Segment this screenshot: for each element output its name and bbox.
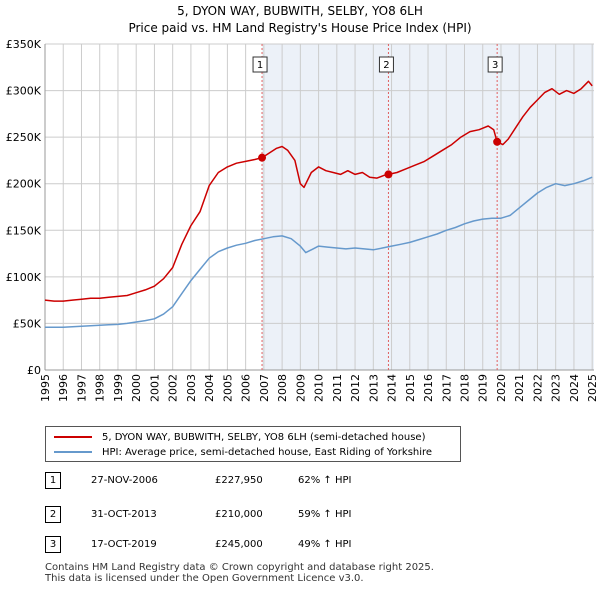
x-tick-label: 2007 <box>258 374 271 402</box>
x-tick-label: 2019 <box>477 374 490 402</box>
sale-date: 17-OCT-2019 <box>91 539 157 550</box>
y-tick-label: £350K <box>6 38 42 51</box>
ownership-shade <box>388 44 498 370</box>
x-tick-label: 2023 <box>550 374 563 402</box>
sale-marker-label: 2 <box>383 60 389 71</box>
sale-point <box>384 170 393 179</box>
x-tick-label: 1999 <box>112 374 125 402</box>
sale-marker-label: 1 <box>257 60 263 71</box>
sale-date: 27-NOV-2006 <box>91 475 158 486</box>
x-tick-label: 2005 <box>221 374 234 402</box>
x-tick-label: 2020 <box>495 374 508 402</box>
x-tick-label: 2000 <box>130 374 143 402</box>
x-tick-label: 2025 <box>586 374 599 402</box>
x-tick-label: 2002 <box>167 374 180 402</box>
x-tick-label: 2001 <box>148 374 161 402</box>
y-tick-label: £300K <box>6 85 42 98</box>
y-tick-label: £200K <box>6 178 42 191</box>
sale-hpi-change: 49% ↑ HPI <box>298 539 352 550</box>
sale-number: 2 <box>45 506 61 523</box>
y-tick-label: £50K <box>13 317 42 330</box>
sale-marker-box <box>252 56 268 73</box>
x-tick-label: 2011 <box>331 374 344 402</box>
x-tick-label: 1997 <box>75 374 88 402</box>
legend-item-property: 5, DYON WAY, BUBWITH, SELBY, YO8 6LH (se… <box>54 430 425 444</box>
y-tick-label: £250K <box>6 131 42 144</box>
chart-legend: 5, DYON WAY, BUBWITH, SELBY, YO8 6LH (se… <box>45 426 461 462</box>
ownership-shade <box>497 44 594 370</box>
x-tick-label: 2017 <box>440 374 453 402</box>
x-tick-label: 2024 <box>568 374 581 402</box>
sale-hpi-change: 62% ↑ HPI <box>298 475 352 486</box>
legend-label-property: 5, DYON WAY, BUBWITH, SELBY, YO8 6LH (se… <box>102 431 426 443</box>
sale-number: 3 <box>45 536 61 553</box>
chart-title: 5, DYON WAY, BUBWITH, SELBY, YO8 6LH <box>177 4 423 18</box>
property-price-line <box>44 80 593 302</box>
ownership-shade <box>262 44 389 370</box>
legend-item-hpi: HPI: Average price, semi-detached house,… <box>54 445 432 459</box>
x-tick-label: 2014 <box>386 374 399 402</box>
y-tick-label: £150K <box>6 224 42 237</box>
x-tick-label: 2008 <box>276 374 289 402</box>
hpi-line <box>45 176 593 328</box>
sale-point <box>493 137 502 146</box>
price-chart: £0 £50K £100K £150K £200K £250K £300K £350K 1995… <box>6 38 599 402</box>
sale-row: 1 27-NOV-2006 £227,950 62% ↑ HPI <box>45 472 465 490</box>
x-tick-label: 2018 <box>459 374 472 402</box>
sale-marker-box <box>378 56 394 73</box>
sale-price: £210,000 <box>215 509 263 520</box>
footer-copyright: Contains HM Land Registry data © Crown c… <box>45 562 434 573</box>
x-tick-label: 2006 <box>240 374 253 402</box>
x-tick-label: 2004 <box>203 374 216 402</box>
legend-line-hpi <box>54 451 92 453</box>
y-tick-label: £100K <box>6 271 42 284</box>
sale-row: 2 31-OCT-2013 £210,000 59% ↑ HPI <box>45 506 465 524</box>
x-tick-label: 2010 <box>313 374 326 402</box>
x-tick-label: 2012 <box>349 374 362 402</box>
sale-price: £245,000 <box>215 539 263 550</box>
legend-label-hpi: HPI: Average price, semi-detached house,… <box>102 446 433 458</box>
chart-subtitle: Price paid vs. HM Land Registry's House … <box>128 21 472 35</box>
x-tick-label: 1995 <box>39 374 52 402</box>
sale-number: 1 <box>45 472 61 489</box>
x-tick-label: 2015 <box>404 374 417 402</box>
x-tick-label: 2016 <box>422 374 435 402</box>
sale-hpi-change: 59% ↑ HPI <box>298 509 352 520</box>
sale-marker-label: 3 <box>492 60 498 71</box>
x-tick-label: 2009 <box>294 374 307 402</box>
x-tick-label: 2022 <box>531 374 544 402</box>
x-tick-label: 1996 <box>57 374 70 402</box>
y-tick-label: £0 <box>27 364 41 377</box>
footer: Contains HM Land Registry data © Crown c… <box>45 562 434 584</box>
x-tick-label: 1998 <box>94 374 107 402</box>
footer-license: This data is licensed under the Open Gov… <box>45 573 364 584</box>
sale-price: £227,950 <box>215 475 263 486</box>
x-tick-label: 2013 <box>367 374 380 402</box>
sale-marker-box <box>487 56 503 73</box>
sale-date: 31-OCT-2013 <box>91 509 157 520</box>
x-tick-label: 2021 <box>513 374 526 402</box>
sale-point <box>258 153 267 162</box>
legend-line-property <box>54 436 92 438</box>
x-tick-label: 2003 <box>185 374 198 402</box>
sale-row: 3 17-OCT-2019 £245,000 49% ↑ HPI <box>45 536 465 554</box>
